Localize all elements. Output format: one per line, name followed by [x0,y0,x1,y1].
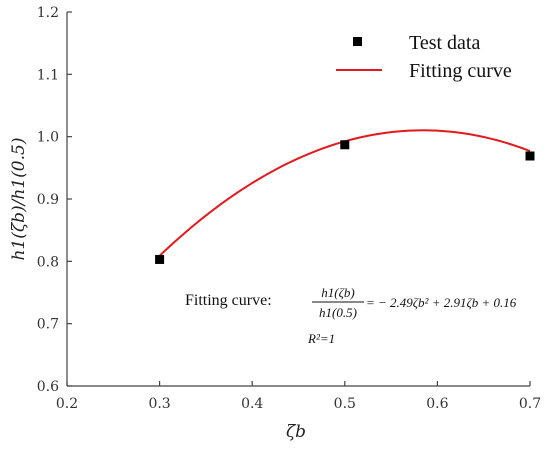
y-tick-label: 0.8 [37,254,59,270]
x-tick-label: 0.2 [56,396,78,412]
y-tick-label: 0.7 [37,317,59,333]
y-tick-label: 1.1 [37,67,59,83]
y-axis-label: h1(ζb)/h1(0.5) [9,138,29,261]
y-axis-ticks: 0.6 0.7 0.8 0.9 1.0 1.1 1.2 [37,5,72,395]
test-data-point [155,254,165,264]
test-data-point [340,140,350,150]
test-data-points [155,140,535,264]
x-tick-label: 0.4 [241,396,263,412]
annotation-denominator: h1(0.5) [319,305,357,320]
legend-marker-test-data [353,37,362,46]
y-tick-label: 0.9 [37,192,59,208]
y-tick-label: 1.0 [37,130,59,146]
fit-equation-annotation: Fitting curve: h1(ζb) h1(0.5) = − 2.49ζb… [185,285,517,346]
x-tick-label: 0.5 [334,396,356,412]
x-tick-label: 0.3 [148,396,170,412]
annotation-numerator: h1(ζb) [321,285,354,300]
x-tick-label: 0.7 [519,396,541,412]
x-tick-label: 0.6 [426,396,448,412]
legend-label-test-data: Test data [409,32,480,54]
legend: Test data Fitting curve [336,32,512,82]
y-tick-label: 1.2 [37,5,59,21]
test-data-point [525,151,535,161]
annotation-equation: = − 2.49ζb² + 2.91ζb + 0.16 [366,295,517,310]
x-axis-label: ζb [286,422,306,442]
annotation-prefix: Fitting curve: [185,292,272,309]
y-tick-label: 0.6 [37,379,59,395]
legend-label-fitting-curve: Fitting curve [409,60,512,82]
annotation-r-squared: R²=1 [307,331,335,346]
x-axis-ticks: 0.2 0.3 0.4 0.5 0.6 0.7 [56,381,541,412]
